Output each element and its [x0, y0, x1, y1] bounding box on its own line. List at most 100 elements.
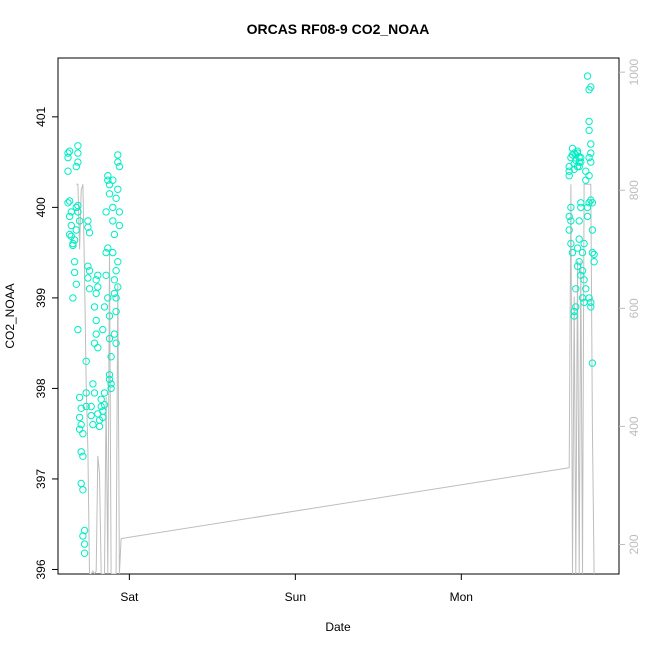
data-point	[89, 420, 97, 429]
data-point	[565, 167, 573, 175]
data-point	[85, 267, 94, 275]
data-point	[105, 334, 114, 343]
data-point	[590, 250, 598, 259]
data-point	[588, 248, 597, 257]
data-point	[583, 212, 592, 221]
data-point	[107, 380, 115, 388]
data-point	[77, 420, 85, 429]
data-point	[87, 411, 95, 420]
data-point	[587, 303, 595, 311]
data-point	[572, 303, 580, 311]
y-tick-label: 399	[34, 288, 48, 308]
data-point	[65, 197, 74, 205]
right-axis-line-series	[76, 183, 595, 574]
data-point	[585, 153, 593, 162]
data-point	[577, 158, 585, 166]
data-point	[92, 316, 100, 325]
data-point	[585, 117, 593, 126]
data-point	[582, 176, 590, 184]
data-point	[70, 258, 79, 266]
data-point	[90, 339, 99, 347]
data-point	[64, 167, 72, 175]
data-point	[94, 283, 102, 291]
x-axis: Sat Sun Mon	[120, 574, 473, 604]
data-point	[110, 276, 119, 284]
data-point	[105, 371, 114, 379]
data-point	[100, 389, 109, 397]
data-point	[77, 404, 85, 412]
data-point	[82, 402, 90, 411]
data-point	[567, 239, 575, 248]
data-point	[105, 190, 114, 198]
data-point	[110, 289, 119, 298]
data-point	[573, 147, 582, 155]
data-point	[104, 244, 112, 252]
data-point	[84, 223, 92, 232]
data-point	[114, 283, 122, 291]
right-y-tick-label: 1000	[627, 58, 641, 85]
data-point	[72, 203, 81, 212]
data-point	[583, 203, 592, 212]
data-point	[114, 151, 122, 159]
data-point	[69, 241, 77, 250]
data-point	[65, 230, 74, 239]
data-point	[102, 208, 110, 216]
data-point	[109, 248, 117, 257]
data-point	[587, 140, 595, 148]
y-axis: 396 397 398 399 400 401	[34, 107, 58, 579]
data-point	[90, 303, 99, 311]
data-point	[105, 375, 114, 384]
data-point	[109, 203, 117, 212]
data-point	[84, 274, 92, 282]
data-point	[80, 540, 89, 548]
data-point	[82, 357, 90, 365]
data-point	[112, 267, 120, 275]
line-clip-group	[76, 183, 595, 574]
data-point	[72, 280, 81, 288]
data-point	[578, 248, 587, 257]
data-point	[565, 226, 573, 234]
y-axis-label: CO2_NOAA	[3, 283, 17, 348]
data-point	[70, 236, 79, 244]
data-point	[587, 158, 595, 166]
data-point	[577, 153, 585, 162]
data-point	[107, 384, 115, 393]
data-point	[69, 294, 77, 302]
data-point	[587, 298, 595, 307]
data-point	[565, 212, 573, 221]
data-point	[110, 230, 119, 239]
data-point	[94, 344, 102, 352]
data-point	[587, 149, 595, 157]
data-point	[590, 258, 598, 266]
x-tick-label: Sun	[285, 590, 306, 604]
data-point	[64, 199, 72, 207]
data-point	[109, 176, 117, 184]
data-point	[74, 142, 82, 150]
data-point	[588, 199, 597, 207]
data-point	[114, 158, 122, 166]
data-point	[573, 262, 582, 270]
data-point	[114, 185, 122, 194]
data-point	[568, 248, 577, 257]
line-segment-1	[76, 183, 122, 574]
data-point	[105, 312, 114, 320]
data-point	[97, 395, 105, 403]
y-tick-label: 396	[34, 559, 48, 579]
data-point	[84, 217, 92, 225]
data-point	[114, 258, 122, 266]
data-point	[77, 448, 85, 456]
data-point	[110, 330, 119, 338]
data-point	[67, 221, 76, 230]
data-point	[112, 294, 120, 302]
x-tick-label: Sat	[120, 590, 139, 604]
data-point	[64, 149, 72, 157]
data-point	[107, 353, 115, 361]
data-point	[115, 208, 124, 216]
data-point	[74, 149, 82, 157]
data-point	[582, 285, 590, 293]
data-point	[75, 393, 84, 402]
data-point	[588, 226, 597, 234]
x-tick-label: Mon	[450, 590, 473, 604]
data-point	[112, 307, 120, 316]
data-point	[77, 479, 85, 488]
